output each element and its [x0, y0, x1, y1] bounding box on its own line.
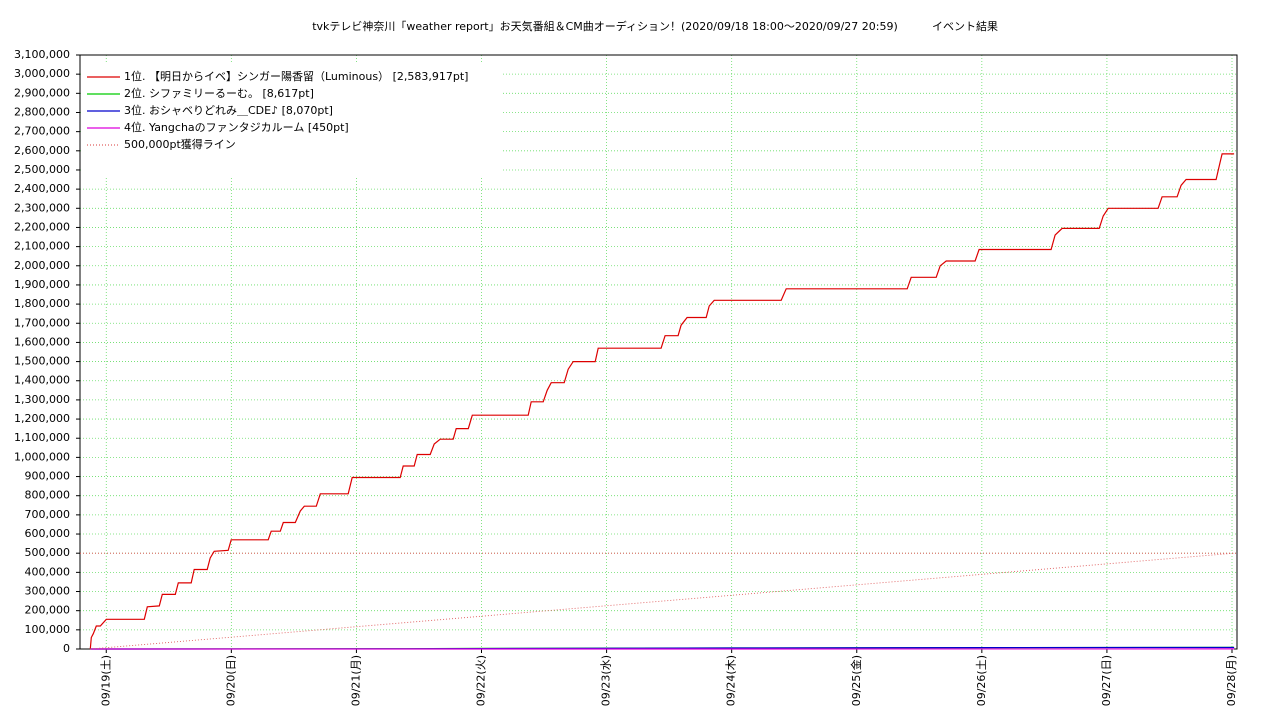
y-tick-label: 200,000 [25, 604, 71, 617]
legend-box [82, 62, 502, 178]
y-tick-label: 1,400,000 [14, 374, 70, 387]
legend-label: 2位. シファミリーるーむ。 [8,617pt] [124, 86, 314, 100]
x-tick-label: 09/27(日) [1100, 655, 1113, 706]
y-tick-label: 800,000 [25, 489, 71, 502]
chart-subtitle: イベント結果 [932, 19, 998, 33]
legend-label: 3位. おシャベりどれみ＿CDE♪ [8,070pt] [124, 103, 333, 117]
x-tick-label: 09/21(月) [349, 655, 362, 706]
y-tick-label: 1,500,000 [14, 355, 70, 368]
x-tick-label: 09/24(木) [725, 655, 738, 706]
y-tick-label: 100,000 [25, 623, 71, 636]
y-tick-label: 300,000 [25, 585, 71, 598]
y-tick-label: 2,300,000 [14, 201, 70, 214]
y-tick-label: 0 [63, 642, 70, 655]
y-tick-label: 1,800,000 [14, 297, 70, 310]
y-tick-label: 1,100,000 [14, 431, 70, 444]
chart-title: tvkテレビ神奈川「weather report」お天気番組＆CM曲オーディショ… [312, 19, 898, 33]
y-tick-label: 1,600,000 [14, 335, 70, 348]
x-tick-label: 09/28(月) [1225, 655, 1238, 706]
legend-label: 500,000pt獲得ライン [124, 138, 236, 151]
legend: 1位. 【明日からイベ】シンガー陽香留（Luminous） [2,583,917… [82, 62, 502, 178]
x-tick-label: 09/20(日) [224, 655, 237, 706]
y-tick-label: 1,300,000 [14, 393, 70, 406]
y-tick-label: 2,500,000 [14, 163, 70, 176]
y-tick-label: 2,900,000 [14, 86, 70, 99]
y-tick-label: 2,700,000 [14, 125, 70, 138]
y-tick-label: 1,000,000 [14, 450, 70, 463]
x-tick-label: 09/22(火) [475, 655, 488, 706]
y-tick-label: 2,200,000 [14, 220, 70, 233]
x-tick-label: 09/26(土) [975, 655, 988, 706]
y-tick-label: 1,900,000 [14, 278, 70, 291]
y-tick-label: 2,400,000 [14, 182, 70, 195]
legend-label: 4位. Yangchaのファンタジカルーム [450pt] [124, 120, 349, 134]
y-tick-label: 2,800,000 [14, 105, 70, 118]
x-tick-label: 09/23(水) [600, 655, 613, 706]
series-line [90, 552, 1235, 650]
series-line [89, 153, 1235, 650]
x-tick-label: 09/25(金) [849, 655, 863, 706]
y-tick-label: 1,200,000 [14, 412, 70, 425]
y-tick-label: 400,000 [25, 565, 71, 578]
y-tick-label: 1,700,000 [14, 316, 70, 329]
y-tick-label: 600,000 [25, 527, 71, 540]
legend-label: 1位. 【明日からイベ】シンガー陽香留（Luminous） [2,583,917… [124, 69, 468, 83]
x-tick-label: 09/19(土) [99, 655, 112, 706]
y-tick-label: 3,000,000 [14, 67, 70, 80]
y-tick-label: 2,100,000 [14, 240, 70, 253]
y-tick-label: 2,000,000 [14, 259, 70, 272]
y-tick-label: 2,600,000 [14, 144, 70, 157]
y-tick-label: 500,000 [25, 546, 71, 559]
y-tick-label: 700,000 [25, 508, 71, 521]
y-tick-label: 900,000 [25, 470, 71, 483]
y-tick-label: 3,100,000 [14, 48, 70, 61]
